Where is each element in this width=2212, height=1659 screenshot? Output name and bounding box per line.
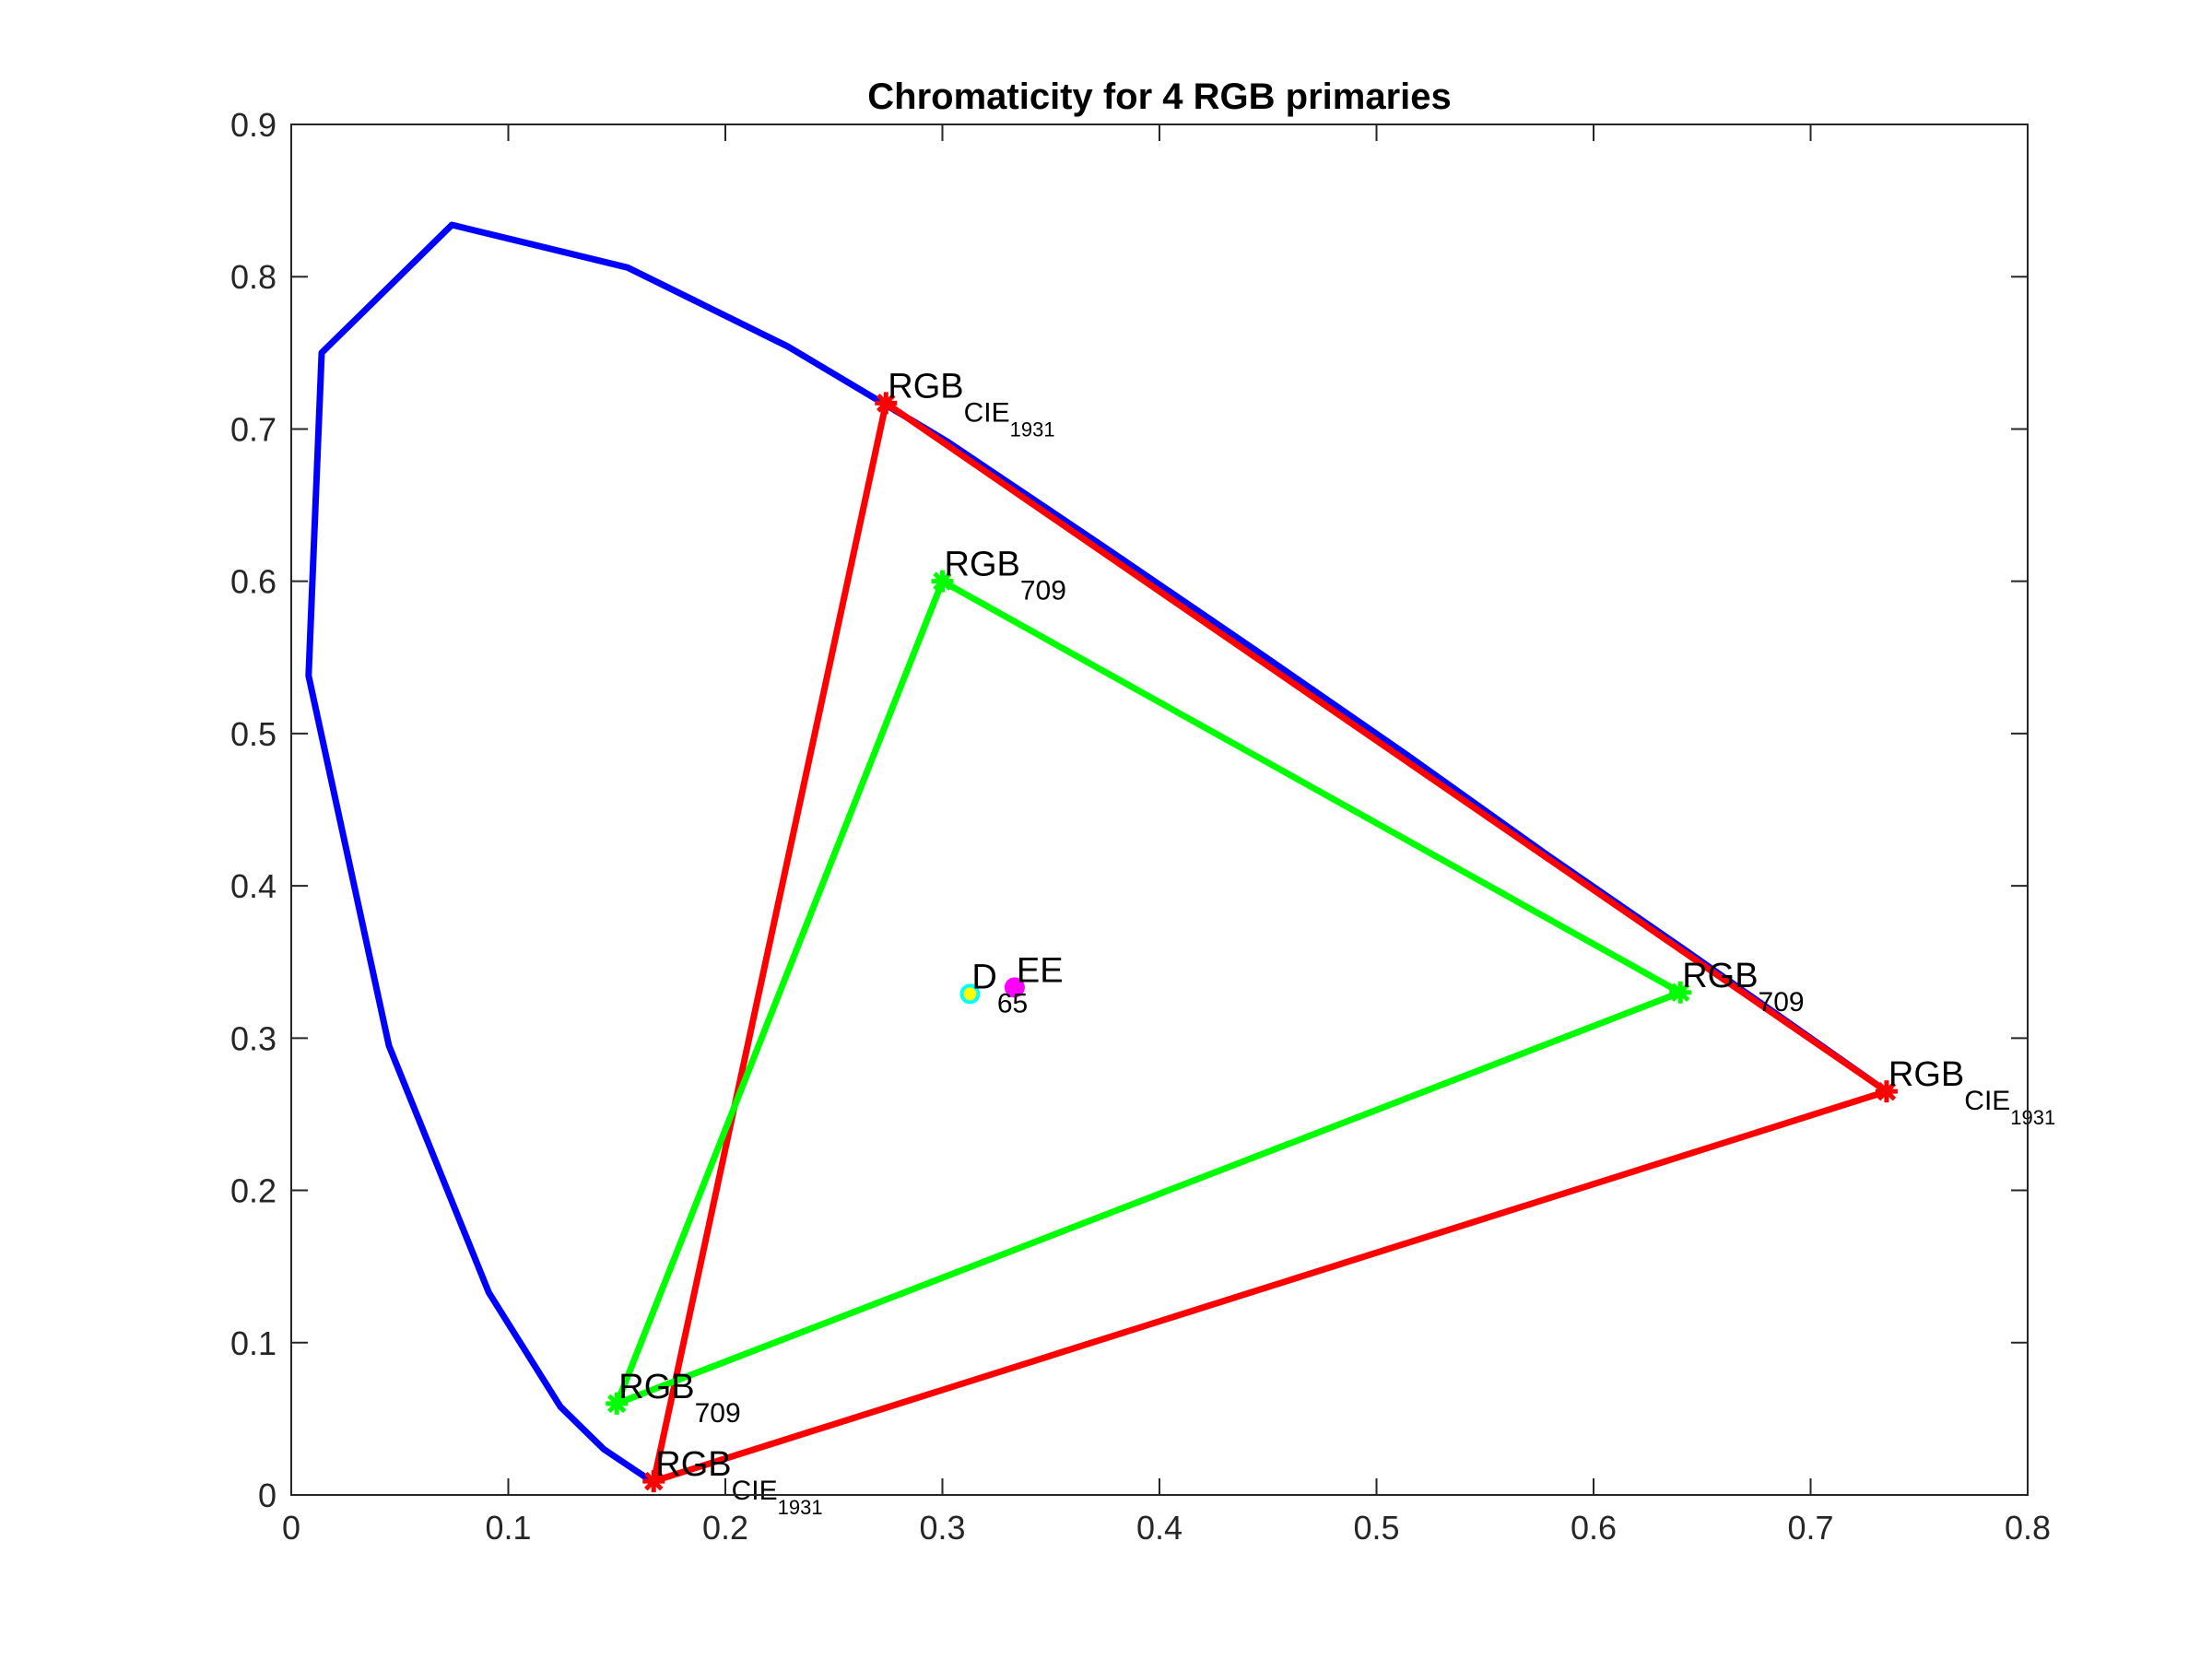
- series-line-triangle-2: [613, 578, 1684, 1407]
- x-tick-label: 0.2: [702, 1509, 748, 1547]
- x-tick-label: 0.4: [1136, 1509, 1182, 1547]
- white-point-d65-marker: [959, 983, 981, 1005]
- vertex-marker: [931, 570, 954, 593]
- vertex-marker: [1875, 1080, 1898, 1103]
- vertex-marker: [642, 1470, 665, 1493]
- annotation-label-5: RGB709: [618, 1368, 740, 1429]
- y-tick-label: 0.7: [230, 410, 276, 448]
- chart-title: Chromaticity for 4 RGB primaries: [867, 76, 1452, 117]
- axes-ticks: 0 0.1 0.2 0.3 0.4 0.5 0.6 0.7 0.8 0 0.1 0.2 0.3 0.4 0.…: [230, 106, 2051, 1547]
- y-tick-label: 0.2: [230, 1172, 276, 1210]
- y-tick-label: 0.3: [230, 1019, 276, 1057]
- series-line-spectral-locus-0: [305, 221, 1890, 1485]
- vertex-marker: [875, 392, 898, 415]
- y-tick-label: 0.8: [230, 258, 276, 296]
- annotation-label-6: D65: [971, 958, 1028, 1018]
- axes-box: [290, 124, 2029, 1496]
- vertex-marker: [606, 1392, 629, 1415]
- y-tick-label: 0.1: [230, 1324, 276, 1362]
- plot-area: RGBCIE1931 RGBCIE1931 RGBCIE1931 RGB709 RGB7…: [305, 221, 2055, 1519]
- x-tick-label: 0.3: [919, 1509, 965, 1547]
- annotation-label-2: RGBCIE1931: [655, 1445, 822, 1519]
- annotation-label-3: RGB709: [945, 546, 1066, 606]
- x-tick-label: 0.6: [1571, 1509, 1617, 1547]
- annotation-label-4: RGB709: [1682, 957, 1804, 1018]
- x-tick-label: 0.1: [485, 1509, 531, 1547]
- vertex-marker: [1669, 981, 1692, 1004]
- annotation-label-0: RGBCIE1931: [888, 367, 1054, 441]
- white-point-ee-marker: [1004, 977, 1025, 998]
- x-tick-label: 0.7: [1787, 1509, 1833, 1547]
- y-tick-label: 0.4: [230, 867, 276, 905]
- x-tick-label: 0.5: [1353, 1509, 1399, 1547]
- annotation-label-7: EE: [1017, 951, 1064, 990]
- annotation-label-1: RGBCIE1931: [1888, 1055, 2055, 1129]
- x-tick-label: 0: [282, 1509, 300, 1547]
- y-tick-label: 0.6: [230, 563, 276, 601]
- y-tick-label: 0: [258, 1477, 276, 1514]
- y-tick-label: 0.9: [230, 106, 276, 144]
- y-tick-label: 0.5: [230, 715, 276, 753]
- series-line-triangle-1: [650, 399, 1890, 1485]
- x-tick-label: 0.8: [2005, 1509, 2051, 1547]
